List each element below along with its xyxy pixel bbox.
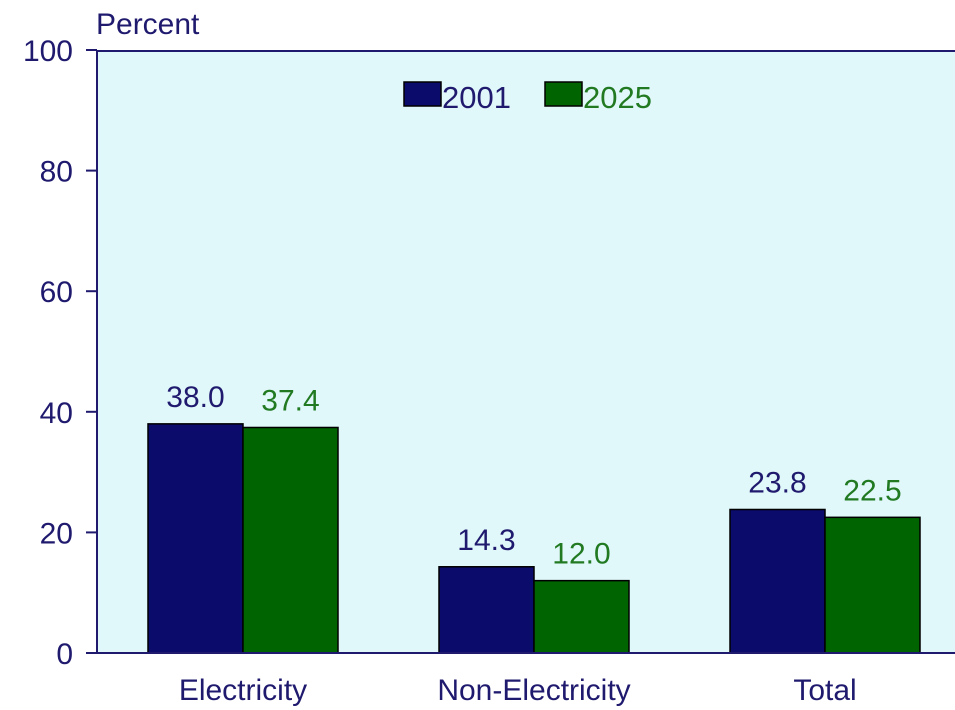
bar-2001-non-electricity: [438, 566, 535, 654]
bar-2025-non-electricity: [533, 579, 630, 654]
y-tick-label: 20: [40, 517, 73, 550]
bars: [147, 423, 921, 654]
legend-swatch-2025: [544, 81, 583, 107]
category-labels: Electricity Non-Electricity Total: [179, 674, 857, 707]
legend-label-2001: 2001: [442, 80, 511, 115]
y-axis-ticks: 0 20 40 60 80 100: [23, 35, 97, 671]
y-axis-unit-label: Percent: [96, 8, 200, 41]
category-label: Non-Electricity: [437, 674, 630, 707]
legend: 2001 2025: [403, 80, 652, 115]
data-labels: 38.0 37.4 14.3 12.0 23.8 22.5: [166, 381, 901, 571]
bar-2001-electricity: [147, 423, 244, 654]
data-label: 14.3: [457, 524, 515, 557]
bar-2025-electricity: [242, 426, 339, 654]
data-label: 23.8: [748, 466, 806, 499]
category-label: Electricity: [179, 674, 307, 707]
legend-swatch-2001: [403, 81, 442, 107]
y-tick-label: 100: [23, 35, 73, 68]
data-label: 12.0: [552, 538, 610, 571]
bar-2001-total: [729, 508, 826, 654]
y-tick-label: 40: [40, 397, 73, 430]
y-tick-label: 80: [40, 156, 73, 189]
category-label: Total: [793, 674, 856, 707]
data-label: 22.5: [843, 474, 901, 507]
legend-label-2025: 2025: [583, 80, 652, 115]
data-label: 38.0: [166, 381, 224, 414]
bar-2025-total: [824, 516, 921, 654]
y-tick-label: 60: [40, 276, 73, 309]
y-tick-label: 0: [56, 638, 73, 671]
data-label: 37.4: [261, 384, 319, 417]
